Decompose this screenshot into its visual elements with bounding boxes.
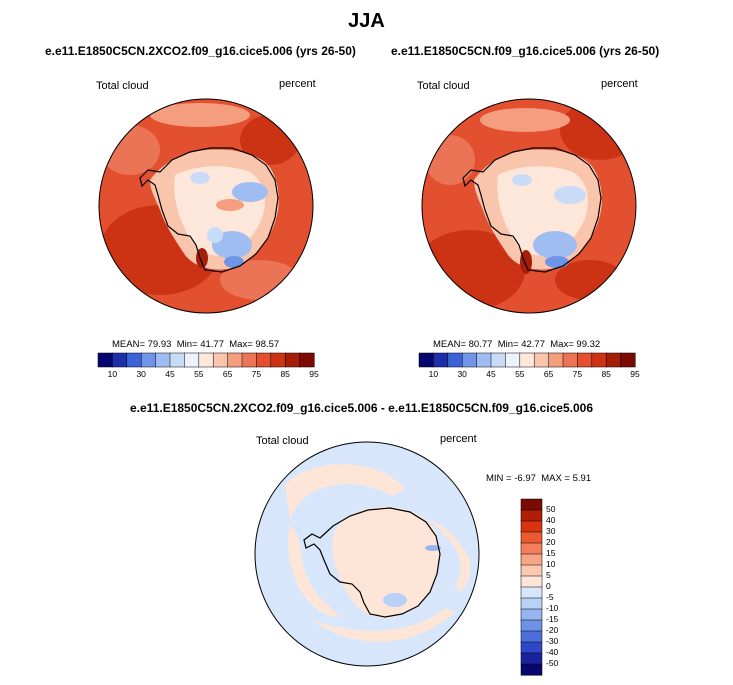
- colorbar-tick-label: -50: [546, 658, 559, 668]
- panel-3-colorbar-ticks: 50 40 30 20 15 10 5 0 -5 -10 -15 -20 -30 -40 -50: [546, 499, 576, 675]
- panel-2-colorbar: [418, 352, 636, 368]
- colorbar-swatch: [520, 553, 543, 566]
- panel-1-min-value: 41.77: [200, 339, 224, 350]
- panel-2-max-label: Max=: [550, 339, 574, 350]
- panel-1-max-label: Max=: [229, 339, 253, 350]
- colorbar-swatch: [520, 663, 543, 676]
- colorbar-tick-label: 10: [546, 559, 556, 569]
- panel-2-units: percent: [601, 78, 638, 90]
- panel-3-min-value: -6.97: [514, 473, 536, 484]
- colorbar-swatch: [520, 652, 543, 665]
- panel-3-field-label: Total cloud: [256, 435, 309, 447]
- panel-2-field-label: Total cloud: [417, 80, 470, 92]
- panel-2-colorbar-ticks: 10 30 45 55 65 75 85 95: [419, 369, 640, 381]
- panel-2-min-label: Min=: [497, 339, 519, 350]
- colorbar-tick-label: 10: [428, 369, 439, 379]
- colorbar-tick-label: 45: [165, 369, 175, 379]
- page-title: JJA: [348, 10, 385, 32]
- colorbar-tick-label: 65: [222, 369, 233, 379]
- colorbar-tick-label: -30: [546, 636, 559, 646]
- panel-2-mean-label: MEAN=: [433, 339, 466, 350]
- colorbar-swatch: [520, 509, 543, 522]
- colorbar-swatch: [520, 586, 543, 599]
- panel-1-units: percent: [279, 78, 316, 90]
- colorbar-tick-label: 40: [546, 515, 556, 525]
- panel-2-title: e.e11.E1850C5CN.f09_g16.cice5.006 (yrs 2…: [391, 44, 660, 58]
- panel-2-max-value: 99.32: [576, 339, 601, 350]
- panel-1-mean-value: 79.93: [147, 339, 172, 350]
- panel-1-title: e.e11.E1850C5CN.2XCO2.f09_g16.cice5.006 …: [45, 44, 356, 58]
- colorbar-tick-label: 30: [457, 369, 467, 379]
- panel-1-colorbar: [97, 352, 315, 368]
- panel-3-title: e.e11.E1850C5CN.2XCO2.f09_g16.cice5.006 …: [130, 401, 593, 415]
- colorbar-tick-label: 15: [546, 548, 556, 558]
- panel-3-max-value: 5.91: [572, 473, 592, 484]
- colorbar-tick-label: -5: [546, 592, 554, 602]
- colorbar-tick-label: 65: [543, 369, 554, 379]
- colorbar-swatch: [520, 531, 543, 544]
- panel-3-max-label: MAX =: [541, 473, 570, 484]
- colorbar-tick-label: 85: [280, 369, 290, 379]
- colorbar-swatch: [520, 542, 543, 555]
- colorbar-tick-label: 30: [136, 369, 146, 379]
- colorbar-tick-label: 10: [107, 369, 118, 379]
- panel-2-stats: MEAN= 80.77 Min= 42.77 Max= 99.32: [433, 339, 600, 350]
- colorbar-tick-label: 55: [194, 369, 204, 379]
- panel-1-mean-label: MEAN=: [112, 339, 145, 350]
- colorbar-swatch: [520, 498, 543, 511]
- panel-1-field-label: Total cloud: [96, 80, 149, 92]
- colorbar-tick-label: -40: [546, 647, 559, 657]
- colorbar-tick-label: 75: [572, 369, 583, 379]
- colorbar-tick-label: 45: [486, 369, 496, 379]
- colorbar-swatch: [520, 608, 543, 621]
- panel-3-min-label: MIN =: [486, 473, 512, 484]
- panel-1-colorbar-ticks: 10 30 45 55 65 75 85 95: [98, 369, 319, 381]
- colorbar-tick-label: 95: [630, 369, 640, 379]
- panel-2-min-value: 42.77: [521, 339, 545, 350]
- colorbar-swatch: [520, 520, 543, 533]
- panel-3-colorbar: [520, 498, 543, 676]
- colorbar-swatch: [520, 641, 543, 654]
- colorbar-tick-label: 85: [601, 369, 611, 379]
- panel-3-stats: MIN = -6.97 MAX = 5.91: [486, 473, 591, 484]
- colorbar-tick-label: 0: [546, 581, 551, 591]
- panel-1-stats: MEAN= 79.93 Min= 41.77 Max= 98.57: [112, 339, 279, 350]
- panel-3-units: percent: [440, 433, 477, 445]
- colorbar-tick-label: 20: [546, 537, 556, 547]
- colorbar-tick-label: -15: [546, 614, 559, 624]
- colorbar-tick-label: -20: [546, 625, 559, 635]
- panel-2-mean-value: 80.77: [468, 339, 493, 350]
- colorbar-swatch: [520, 564, 543, 577]
- colorbar-tick-label: 5: [546, 570, 551, 580]
- colorbar-tick-label: 75: [251, 369, 262, 379]
- colorbar-tick-label: 55: [515, 369, 525, 379]
- colorbar-swatch: [520, 597, 543, 610]
- panel-1-max-value: 98.57: [255, 339, 280, 350]
- colorbar-swatch: [299, 352, 315, 368]
- panel-1-min-label: Min=: [176, 339, 198, 350]
- colorbar-tick-label: 50: [546, 504, 556, 514]
- colorbar-swatch: [520, 630, 543, 643]
- colorbar-tick-label: 30: [546, 526, 556, 536]
- colorbar-swatch: [520, 619, 543, 632]
- colorbar-swatch: [620, 352, 636, 368]
- colorbar-swatch: [520, 575, 543, 588]
- colorbar-tick-label: 95: [309, 369, 319, 379]
- colorbar-tick-label: -10: [546, 603, 559, 613]
